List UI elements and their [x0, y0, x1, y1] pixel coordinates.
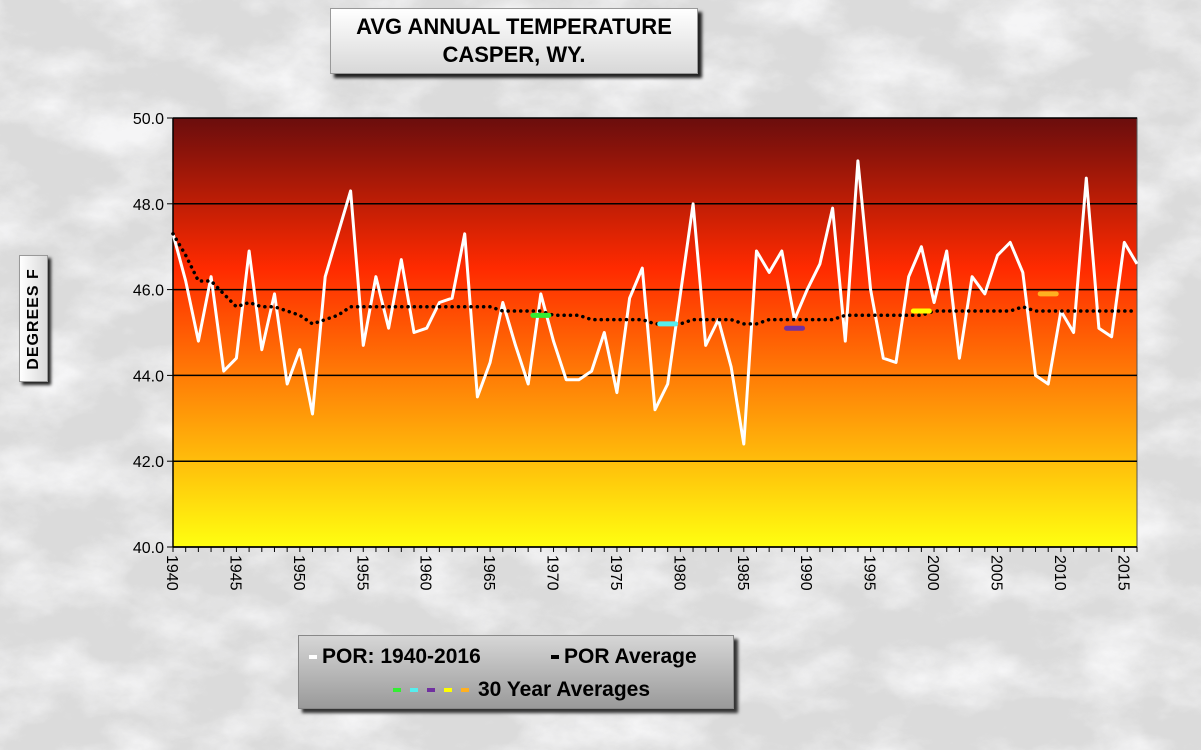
x-tick-label: 1940 [163, 555, 180, 591]
x-tick-label: 1985 [734, 555, 751, 591]
legend-item-por: POR: 1940-2016 [309, 645, 481, 669]
legend-item-30-year: 30 Year Averages [393, 678, 650, 702]
legend-dash [427, 688, 435, 693]
legend-dash [444, 688, 452, 693]
legend-swatch-por [309, 655, 317, 660]
x-tick-label: 1955 [353, 555, 370, 591]
x-tick-label: 1995 [861, 555, 878, 591]
series-line-por-average [171, 232, 1139, 326]
x-tick-label: 1960 [417, 555, 434, 591]
x-tick-label: 1970 [544, 555, 561, 591]
x-tick-label: 1945 [226, 555, 243, 591]
legend-label-por-average: POR Average [564, 645, 697, 668]
x-tick-label: 2005 [987, 555, 1004, 591]
y-tick-label: 40.0 [133, 540, 164, 557]
x-tick-label: 1980 [670, 555, 687, 591]
legend-swatch-30-year [393, 678, 478, 701]
x-tick-label: 1990 [797, 555, 814, 591]
x-tick-label: 2010 [1051, 555, 1068, 591]
legend-dash [410, 688, 418, 693]
y-tick-label: 44.0 [133, 368, 164, 385]
series-line-por [171, 159, 1139, 446]
legend: POR: 1940-2016 POR Average 30 Year Avera… [298, 635, 734, 709]
x-tick-label: 2015 [1114, 555, 1131, 591]
legend-swatch-por-average [551, 655, 559, 660]
x-tick-label: 1965 [480, 555, 497, 591]
plot-area [172, 117, 1138, 548]
legend-dash [461, 688, 469, 693]
chart-title-box: AVG ANNUAL TEMPERATURE CASPER, WY. [330, 8, 698, 74]
chart-title-line2: CASPER, WY. [442, 42, 586, 67]
y-tick-label: 46.0 [133, 283, 164, 300]
legend-label-30-year: 30 Year Averages [478, 678, 651, 701]
y-axis-label-box: DEGREES F [19, 255, 48, 382]
x-tick-label: 2000 [924, 555, 941, 591]
legend-item-por-average: POR Average [551, 645, 697, 669]
x-tick-label: 1975 [607, 555, 624, 591]
y-tick-label: 50.0 [133, 111, 164, 128]
legend-dash [393, 688, 401, 693]
legend-label-por: POR: 1940-2016 [322, 645, 481, 668]
y-tick-label: 48.0 [133, 197, 164, 214]
y-tick-label: 42.0 [133, 454, 164, 471]
x-tick-label: 1950 [290, 555, 307, 591]
chart-title-line1: AVG ANNUAL TEMPERATURE [356, 14, 672, 39]
